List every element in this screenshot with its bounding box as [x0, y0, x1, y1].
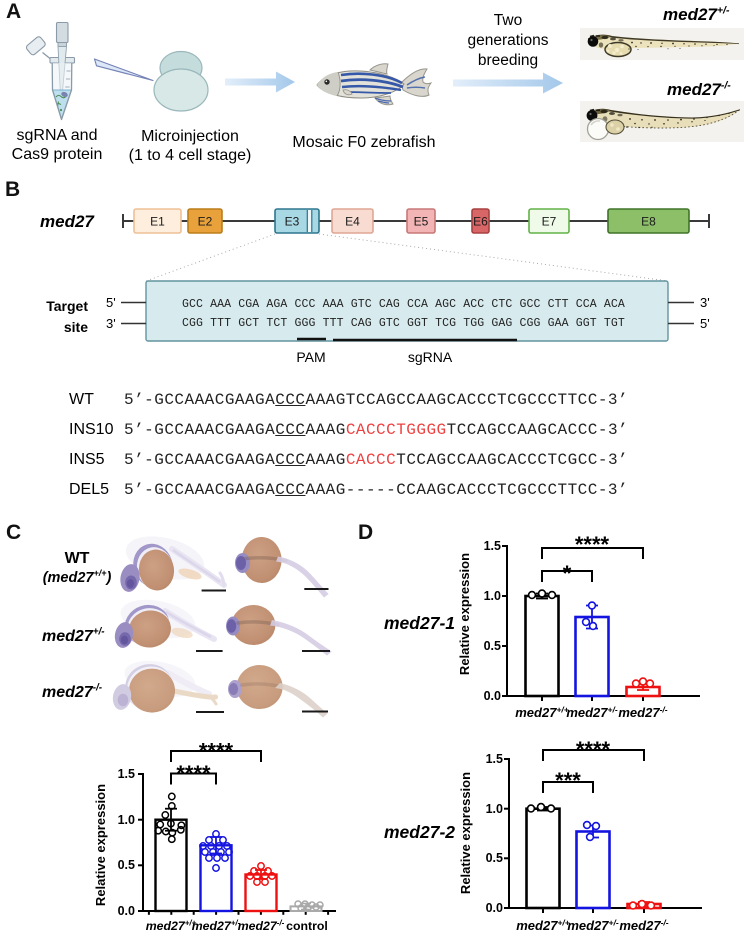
svg-text:med27+/-: med27+/- [567, 918, 619, 934]
svg-text:med27+/+: med27+/+ [146, 919, 197, 934]
svg-text:1.0: 1.0 [118, 813, 135, 827]
svg-text:E4: E4 [345, 215, 360, 229]
svg-text:0.5: 0.5 [484, 639, 501, 653]
svg-text:control: control [286, 919, 328, 933]
svg-text:****: **** [199, 739, 234, 764]
svg-text:***: *** [555, 768, 581, 793]
svg-text:med27-/-: med27-/- [618, 705, 667, 721]
svg-text:med27-/-: med27-/- [619, 918, 668, 934]
svg-text:med27+/+: med27+/+ [515, 705, 569, 721]
svg-text:E8: E8 [641, 215, 656, 229]
svg-text:med27+/+: med27+/+ [516, 918, 570, 934]
svg-text:E6: E6 [473, 215, 488, 229]
svg-text:E2: E2 [198, 215, 213, 229]
svg-text:0.5: 0.5 [486, 851, 503, 865]
svg-text:1.5: 1.5 [486, 752, 503, 766]
svg-text:E3: E3 [285, 215, 300, 229]
svg-text:1.0: 1.0 [484, 589, 501, 603]
svg-text:0.0: 0.0 [484, 689, 501, 703]
svg-text:****: **** [575, 532, 610, 557]
svg-text:med27+/-: med27+/- [566, 705, 618, 721]
svg-text:med27-/-: med27-/- [238, 919, 285, 934]
svg-text:1.0: 1.0 [486, 802, 503, 816]
svg-text:0.0: 0.0 [486, 901, 503, 915]
svg-text:E5: E5 [414, 215, 429, 229]
svg-text:Relative expression: Relative expression [93, 784, 108, 906]
svg-text:1.5: 1.5 [118, 767, 135, 781]
svg-text:E7: E7 [542, 215, 557, 229]
svg-text:0.5: 0.5 [118, 858, 135, 872]
svg-text:Relative expression: Relative expression [458, 772, 473, 894]
svg-text:****: **** [576, 737, 611, 762]
svg-text:med27+/-: med27+/- [192, 919, 241, 934]
svg-text:Relative expression: Relative expression [457, 553, 472, 675]
svg-text:*: * [563, 561, 572, 586]
svg-text:1.5: 1.5 [484, 539, 501, 553]
svg-text:E1: E1 [150, 215, 165, 229]
svg-text:0.0: 0.0 [118, 904, 135, 918]
svg-text:****: **** [176, 761, 211, 786]
